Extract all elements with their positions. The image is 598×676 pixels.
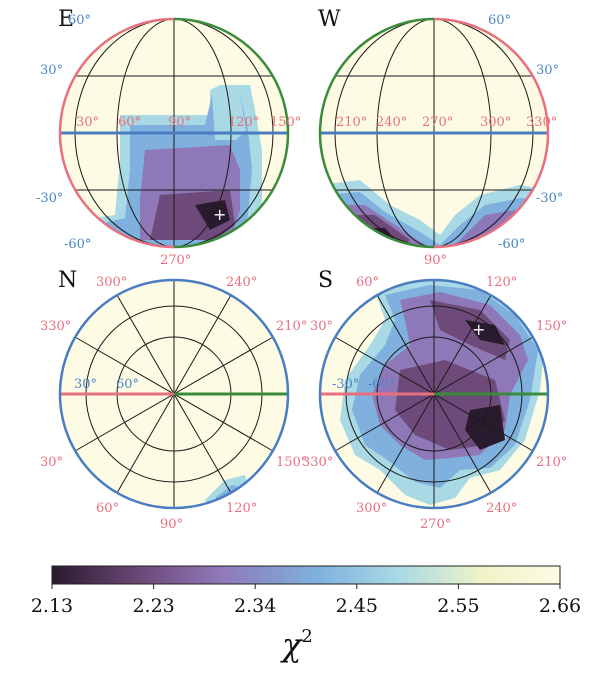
colorbar-tick-label: 2.45: [336, 595, 378, 617]
tick-e-lon5: 150°: [270, 115, 301, 130]
tick-e-lat3: -30°: [36, 191, 63, 206]
tick-labels-n: 300° 240° 330° 210° 30° 150° 60° 120° 90…: [40, 275, 307, 532]
tick-e-lon3: 90°: [168, 115, 191, 130]
best-fit-marker-e: +: [213, 205, 226, 224]
panel-label-e: E: [58, 7, 74, 32]
tick-n-6: 150°: [276, 455, 307, 470]
colorbar-tick-label: 2.66: [539, 595, 581, 617]
tick-s-1: 60°: [356, 275, 379, 290]
tick-n-inner1: 30°: [74, 377, 97, 392]
panel-label-w: W: [318, 7, 341, 32]
panel-label-n: N: [58, 268, 77, 293]
tick-e-lon2: 60°: [118, 115, 141, 130]
rim-right-e: [173, 17, 290, 249]
tick-s-6: 210°: [536, 455, 567, 470]
tick-s-7: 300°: [356, 501, 387, 516]
tick-s-4: 150°: [536, 319, 567, 334]
tick-n-9: 90°: [160, 517, 183, 532]
colorbar-gradient: [51, 565, 561, 585]
tick-n-2: 240°: [226, 275, 257, 290]
colorbar-tick-label: 2.34: [234, 595, 276, 617]
tick-e-lon1: 30°: [76, 115, 99, 130]
tick-e-bottom: 270°: [160, 253, 191, 268]
tick-s-9: 270°: [420, 517, 451, 532]
tick-n-3: 330°: [40, 319, 71, 334]
panel-label-s: S: [318, 268, 333, 293]
colorbar-tick-label: 2.23: [132, 595, 174, 617]
tick-w-lon4: 300°: [480, 115, 511, 130]
tick-s-5: 330°: [302, 455, 333, 470]
panel-w: W 210° 240° 270° 300° 330° 60° 30° -30° …: [318, 7, 563, 268]
tick-w-lon5: 330°: [526, 115, 557, 130]
tick-w-lon2: 240°: [376, 115, 407, 130]
tick-w-lat3: -30°: [536, 191, 563, 206]
tick-n-4: 210°: [276, 319, 307, 334]
tick-n-1: 300°: [96, 275, 127, 290]
tick-w-bottom: 90°: [424, 253, 447, 268]
colorbar-tick-label: 2.13: [31, 595, 73, 617]
tick-s-inner2: -60°: [368, 377, 395, 392]
tick-e-lat1: 60°: [68, 13, 91, 28]
tick-w-lat1: 60°: [488, 13, 511, 28]
tick-n-8: 120°: [226, 501, 257, 516]
rim-s: [318, 278, 550, 510]
tick-s-2: 120°: [486, 275, 517, 290]
tick-w-lat4: -60°: [498, 237, 525, 252]
panel-e: + E 30° 60° 90° 120° 150° 60° 30° -30° -…: [36, 7, 301, 268]
tick-labels-s: 60° 120° 30° 150° 330° 210° 300° 240° 27…: [302, 275, 567, 532]
tick-n-7: 60°: [96, 501, 119, 516]
panel-s: + S 60° 120° 30° 150° 330° 210° 300° 240…: [302, 268, 567, 532]
tick-s-inner1: -30°: [332, 377, 359, 392]
tick-w-lon1: 210°: [336, 115, 367, 130]
rim-left-e: [58, 17, 175, 249]
rim-n: [58, 278, 290, 510]
tick-labels-w: 210° 240° 270° 300° 330° 60° 30° -30° -6…: [336, 13, 563, 268]
best-fit-marker-s: +: [472, 320, 485, 339]
tick-s-8: 240°: [486, 501, 517, 516]
colorbar-ticks: 2.13 2.23 2.34 2.45 2.55 2.66: [31, 584, 581, 617]
colorbar: 2.13 2.23 2.34 2.45 2.55 2.66 χ2: [31, 565, 581, 664]
tick-e-lat2: 30°: [40, 63, 63, 78]
colorbar-tick-label: 2.55: [437, 595, 479, 617]
tick-e-lon4: 120°: [228, 115, 259, 130]
tick-n-5: 30°: [40, 455, 63, 470]
colorbar-label: χ2: [280, 626, 313, 664]
rim-right-w: [433, 17, 550, 249]
tick-w-lon3: 270°: [422, 115, 453, 130]
panel-n: N 300° 240° 330° 210° 30° 150° 60° 120° …: [40, 268, 307, 532]
tick-s-3: 30°: [310, 319, 333, 334]
tick-labels-e: 30° 60° 90° 120° 150° 60° 30° -30° -60° …: [36, 13, 301, 268]
tick-n-inner2: 60°: [116, 377, 139, 392]
tick-e-lat4: -60°: [64, 237, 91, 252]
tick-w-lat2: 30°: [536, 63, 559, 78]
rim-left-w: [318, 17, 435, 249]
